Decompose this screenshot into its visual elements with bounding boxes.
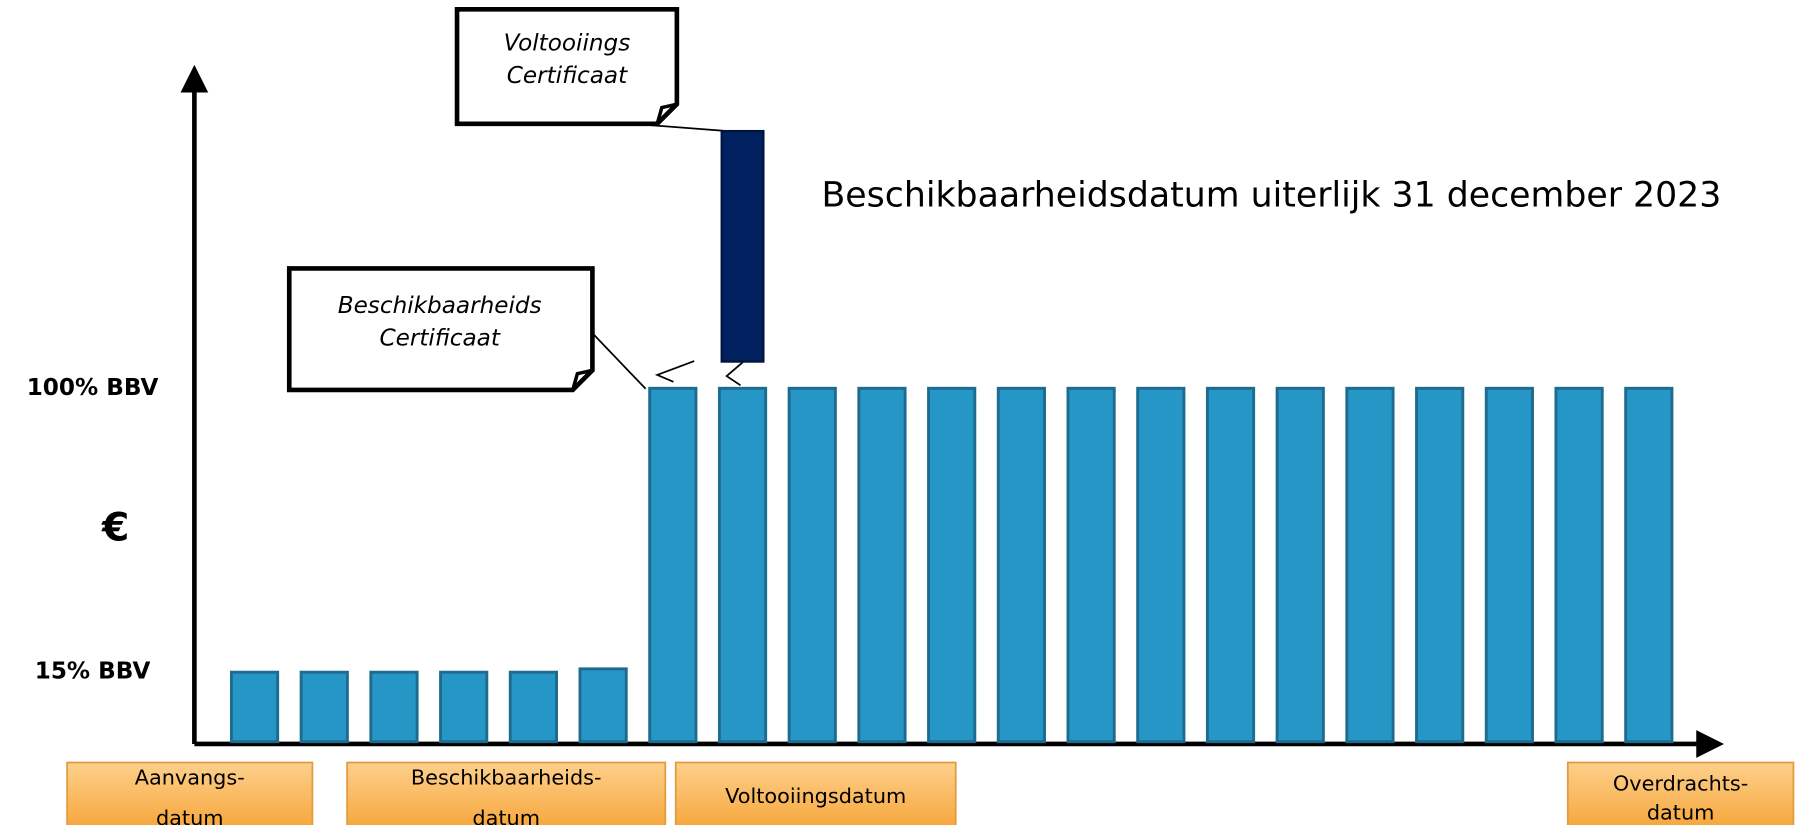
callout-fold: [571, 368, 593, 391]
callout-text: Beschikbaarheids: [338, 293, 542, 319]
milestone-box: [66, 761, 314, 825]
bar: [1624, 386, 1674, 744]
callout-leader: [647, 124, 724, 132]
bar: [927, 386, 977, 744]
y-label: €: [101, 504, 129, 550]
bar: [578, 667, 628, 744]
milestone-box: [346, 761, 667, 825]
milestone-label: Voltooiingsdatum: [725, 784, 906, 808]
bar: [717, 386, 768, 744]
milestone-label: datum: [156, 806, 224, 825]
milestone-label: datum: [472, 806, 540, 825]
break-mark: [725, 361, 744, 387]
milestone-label: Overdrachts-: [1613, 771, 1748, 795]
callout-leader: [592, 333, 647, 390]
floating-bar: [720, 129, 765, 363]
bar: [369, 670, 419, 744]
bar: [857, 386, 907, 744]
callout-box: [286, 266, 595, 393]
bar: [1554, 386, 1604, 744]
bar: [648, 386, 698, 744]
bar: [787, 386, 837, 744]
bar: [229, 670, 280, 744]
milestone-label: Beschikbaarheids-: [411, 766, 602, 790]
bar: [996, 386, 1046, 744]
y-tick-label: 100% BBV: [27, 375, 159, 401]
bar: [1066, 386, 1116, 744]
callout-fold: [655, 102, 678, 125]
bar: [1415, 386, 1465, 744]
callout-text: Voltooiings: [504, 30, 631, 56]
callout-text: Certificaat: [507, 63, 628, 89]
bar: [1484, 386, 1534, 744]
callout-box: [454, 6, 680, 127]
bar: [1136, 386, 1186, 744]
bar: [439, 670, 489, 744]
milestone-label: datum: [1647, 800, 1715, 824]
annotation: Beschikbaarheidsdatum uiterlijk 31 decem…: [822, 176, 1722, 216]
bar: [299, 670, 349, 744]
milestone-box: [674, 761, 957, 825]
milestone-box: [1566, 761, 1795, 825]
milestone-label: Aanvangs-: [135, 766, 245, 790]
bar: [1205, 386, 1256, 744]
bar: [1275, 386, 1325, 744]
break-mark: [654, 360, 695, 383]
callout-text: Certificaat: [379, 326, 500, 352]
y-tick-label: 15% BBV: [35, 659, 151, 685]
bar: [508, 670, 558, 744]
bar: [1345, 386, 1395, 744]
